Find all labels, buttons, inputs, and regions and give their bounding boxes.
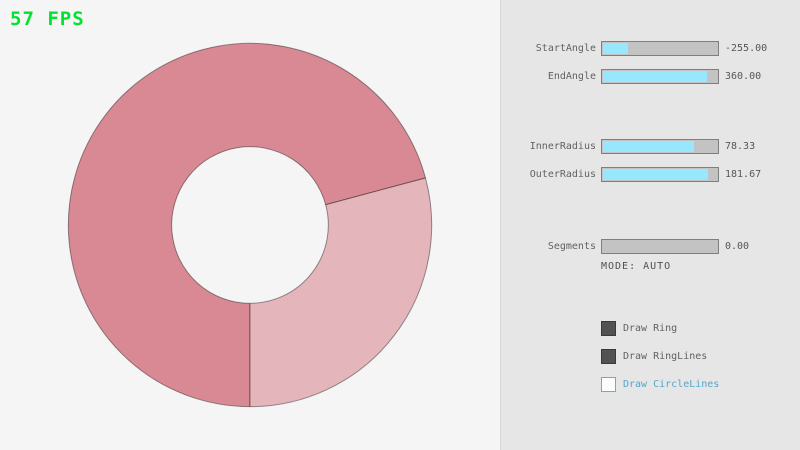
- control-panel: StartAngle -255.00 EndAngle 360.00 Inner…: [500, 0, 800, 450]
- segments-label: Segments: [547, 241, 596, 252]
- ring-sector-overlap: [67, 42, 427, 408]
- draw-ringlines-label: Draw RingLines: [623, 351, 708, 362]
- mode-label: MODE: AUTO: [601, 261, 672, 272]
- inner-radius-value: 78.33: [725, 141, 756, 152]
- segments-value: 0.00: [725, 241, 750, 252]
- start-angle-label: StartAngle: [535, 43, 596, 54]
- slider-fill: [603, 169, 709, 180]
- start-angle-value: -255.00: [725, 43, 768, 54]
- end-angle-value: 360.00: [725, 71, 762, 82]
- draw-circlelines-checkbox[interactable]: [601, 377, 616, 392]
- slider-row-inner-radius: InnerRadius 78.33: [501, 139, 800, 154]
- draw-ring-label: Draw Ring: [623, 323, 678, 334]
- slider-row-outer-radius: OuterRadius 181.67: [501, 167, 800, 182]
- draw-ring-checkbox[interactable]: [601, 321, 616, 336]
- ring-sector-single: [249, 177, 433, 408]
- ring-canvas: [67, 42, 433, 408]
- slider-fill: [603, 141, 694, 152]
- start-angle-slider[interactable]: [601, 41, 719, 56]
- slider-row-start-angle: StartAngle -255.00: [501, 41, 800, 56]
- end-angle-slider[interactable]: [601, 69, 719, 84]
- draw-circlelines-label: Draw CircleLines: [623, 379, 720, 390]
- segments-slider[interactable]: [601, 239, 719, 254]
- outer-radius-value: 181.67: [725, 169, 762, 180]
- fps-counter: 57 FPS: [10, 8, 85, 30]
- slider-fill: [603, 43, 629, 54]
- inner-radius-slider[interactable]: [601, 139, 719, 154]
- slider-row-segments: Segments 0.00: [501, 239, 800, 254]
- outer-radius-slider[interactable]: [601, 167, 719, 182]
- end-angle-label: EndAngle: [547, 71, 596, 82]
- slider-fill: [603, 71, 708, 82]
- slider-row-end-angle: EndAngle 360.00: [501, 69, 800, 84]
- draw-ringlines-checkbox[interactable]: [601, 349, 616, 364]
- outer-radius-label: OuterRadius: [529, 169, 596, 180]
- inner-radius-label: InnerRadius: [529, 141, 596, 152]
